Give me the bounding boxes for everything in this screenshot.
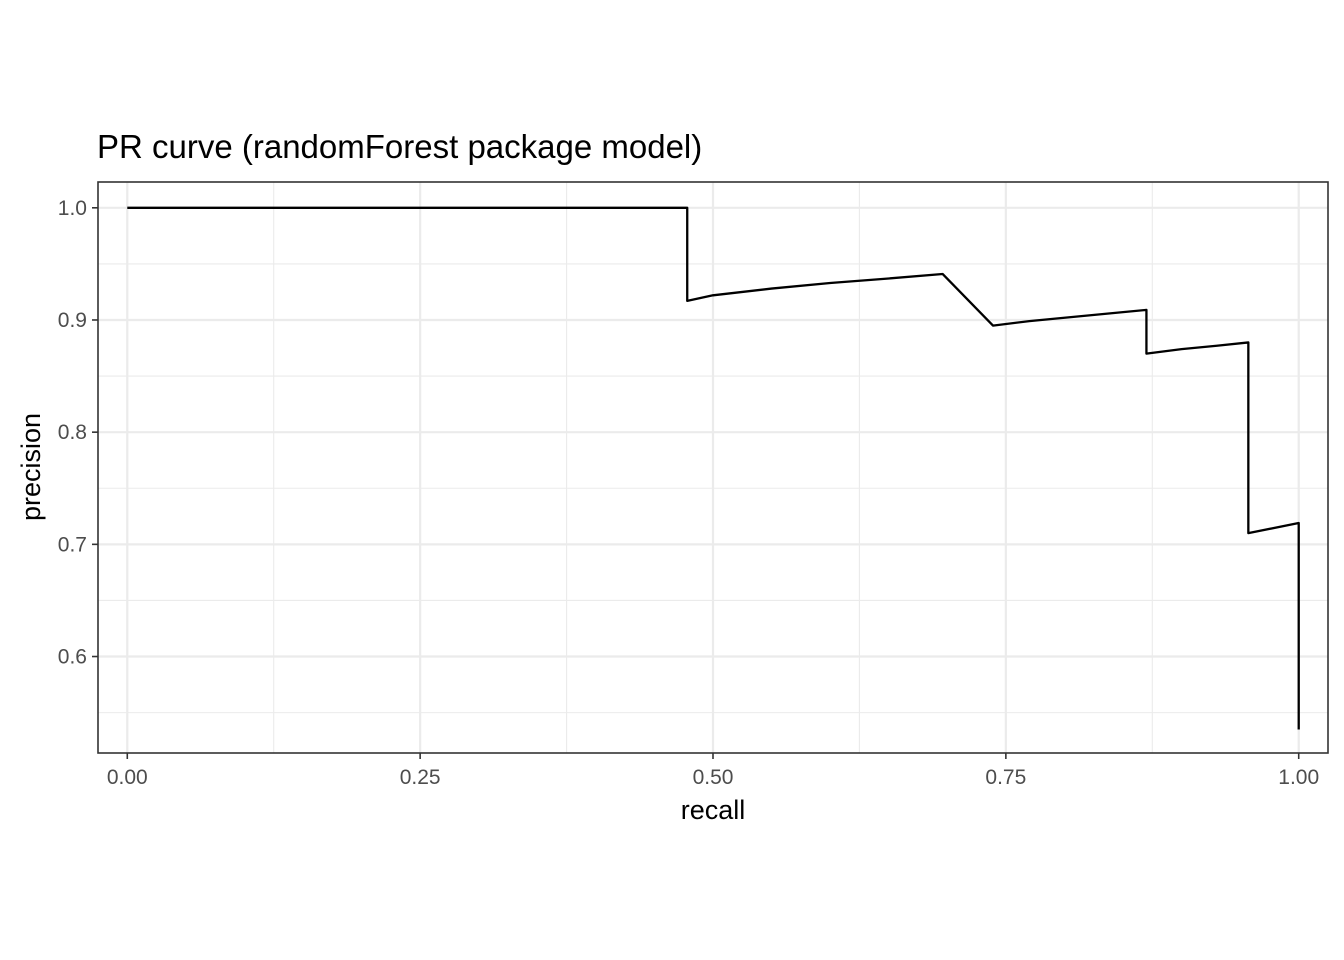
x-tick-label: 0.25 — [400, 766, 441, 789]
y-axis-title: precision — [16, 413, 46, 521]
x-tick-label: 1.00 — [1278, 766, 1319, 789]
x-tick-label: 0.00 — [107, 766, 148, 789]
y-tick-label: 0.8 — [58, 421, 87, 444]
chart-title: PR curve (randomForest package model) — [97, 128, 702, 165]
x-tick-label: 0.75 — [985, 766, 1026, 789]
x-tick-label: 0.50 — [693, 766, 734, 789]
pr-curve-line — [127, 206, 1300, 730]
y-tick-label: 0.6 — [58, 646, 87, 669]
grid — [98, 182, 1328, 753]
x-axis-title: recall — [681, 795, 746, 825]
y-tick-label: 1.0 — [58, 197, 87, 220]
series-layer — [127, 206, 1300, 730]
y-tick-label: 0.9 — [58, 309, 87, 332]
y-tick-label: 0.7 — [58, 533, 87, 556]
x-axis: 0.00 0.25 0.50 0.75 1.00 — [107, 753, 1319, 789]
y-axis: 0.6 0.7 0.8 0.9 1.0 — [58, 197, 98, 669]
